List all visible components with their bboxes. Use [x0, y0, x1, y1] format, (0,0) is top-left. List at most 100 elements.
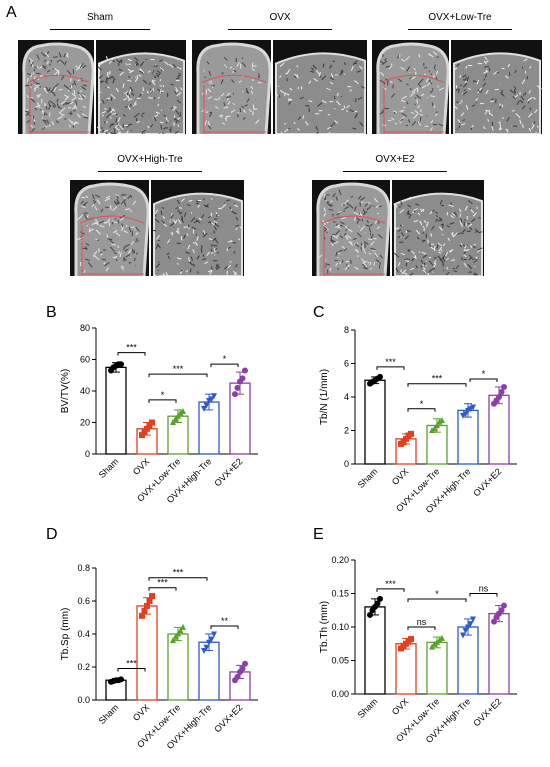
significance-label: * — [482, 369, 486, 379]
category-label: Sham — [97, 702, 121, 726]
data-point — [180, 623, 186, 630]
data-point — [234, 673, 241, 680]
group-label-low-tre: OVX+Low-Tre — [428, 12, 492, 23]
significance-label: * — [223, 354, 227, 364]
data-point — [172, 415, 179, 422]
bone-render-right — [453, 52, 542, 134]
data-point — [144, 602, 150, 609]
y-tick-label: 0 — [85, 449, 90, 459]
group-label-sham: Sham — [86, 12, 114, 23]
y-tick-label: 0.20 — [331, 555, 349, 565]
bar — [364, 606, 386, 695]
data-point — [170, 419, 176, 425]
data-point — [139, 432, 145, 439]
data-point — [498, 388, 505, 395]
data-point — [141, 607, 148, 614]
significance-label: *** — [126, 343, 137, 353]
microct-image-ovx — [192, 40, 367, 134]
data-point — [177, 409, 184, 416]
data-point — [141, 428, 148, 435]
bone-render-left — [316, 182, 391, 276]
microct-image-low-tre — [372, 40, 542, 134]
data-point — [201, 405, 207, 412]
significance-bracket — [148, 587, 177, 591]
data-point — [203, 644, 210, 651]
significance-label: *** — [173, 568, 184, 578]
data-point — [439, 634, 445, 641]
category-label: OVX+E2 — [471, 696, 503, 728]
data-point — [501, 602, 507, 609]
y-tick-label: 60 — [80, 355, 90, 365]
significance-bracket — [148, 577, 208, 581]
data-point — [377, 595, 383, 602]
group-label-high-tre: OVX+High-Tre — [117, 154, 183, 165]
data-point — [149, 593, 155, 600]
y-tick-label: 0 — [344, 459, 349, 469]
chart-tb-th: 0.00 0.05 0.10 0.15 0.20 Tb.Th (mm) Sham OVX OVX… — [319, 555, 517, 745]
significance-bracket — [210, 625, 239, 629]
y-tick-label: 0.15 — [331, 589, 349, 599]
category-label: OVX — [131, 456, 152, 477]
data-point — [180, 407, 186, 414]
data-point — [118, 676, 124, 683]
category-label: Sham — [356, 696, 380, 720]
y-tick-label: 0.6 — [77, 596, 90, 606]
group-line-e2 — [343, 171, 447, 172]
y-tick-label: 0.8 — [77, 563, 90, 573]
bar — [136, 605, 158, 701]
data-point — [439, 416, 445, 423]
data-point — [239, 375, 246, 382]
data-point — [470, 616, 476, 623]
group-label-e2: OVX+E2 — [375, 154, 415, 165]
bone-render-right — [96, 52, 185, 134]
data-point — [201, 648, 207, 654]
data-point — [118, 361, 124, 368]
data-point — [434, 421, 440, 428]
bone-render-left — [196, 42, 272, 134]
data-point — [496, 394, 502, 400]
data-point — [467, 621, 474, 628]
data-point — [208, 396, 215, 403]
significance-label: *** — [157, 578, 168, 588]
significance-bracket — [469, 593, 498, 597]
y-tick-label: 80 — [80, 323, 90, 333]
significance-bracket — [407, 626, 436, 631]
significance-bracket — [407, 408, 436, 412]
significance-label: *** — [385, 357, 396, 367]
significance-bracket — [407, 598, 467, 602]
category-label: OVX — [390, 466, 411, 487]
significance-label: * — [420, 399, 424, 409]
data-point — [146, 422, 153, 429]
y-axis-label: Tb.Sp (mm) — [60, 608, 71, 661]
microct-image-sham — [18, 40, 186, 134]
bar — [488, 612, 510, 695]
data-point — [177, 627, 184, 634]
data-point — [374, 600, 381, 607]
microct-image-high-tre — [70, 180, 244, 276]
data-point — [239, 665, 246, 672]
bar — [457, 409, 479, 465]
y-tick-label: 0.2 — [77, 662, 90, 672]
data-point — [465, 624, 471, 631]
significance-bracket — [148, 399, 177, 403]
data-point — [462, 411, 469, 418]
bone-render-left — [22, 42, 95, 134]
panel-letter-a: A — [6, 4, 17, 21]
data-point — [498, 607, 505, 614]
data-point — [146, 598, 153, 604]
data-point — [208, 636, 215, 643]
significance-label: ns — [479, 584, 489, 594]
data-point — [460, 632, 466, 639]
category-label: OVX+E2 — [471, 466, 503, 498]
y-tick-label: 0.00 — [331, 689, 349, 699]
significance-label: * — [435, 589, 439, 599]
y-tick-label: 20 — [80, 418, 90, 428]
data-point — [429, 427, 435, 433]
data-point — [211, 393, 217, 400]
data-point — [367, 611, 373, 618]
bone-render-right — [393, 192, 483, 276]
significance-label: *** — [173, 364, 184, 374]
data-point — [139, 612, 145, 619]
category-label: Sham — [356, 466, 380, 490]
